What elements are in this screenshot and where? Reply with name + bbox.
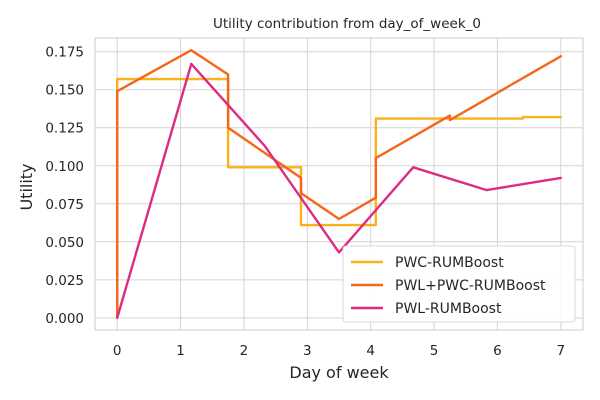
plot-frame — [94, 37, 584, 331]
x-tick-label: 4 — [366, 343, 375, 359]
chart-title: Utility contribution from day_of_week_0 — [213, 16, 481, 32]
series-line — [115, 49, 562, 319]
x-tick-label: 0 — [113, 343, 122, 359]
x-axis-label: Day of week — [289, 363, 389, 382]
x-tick-label: 3 — [303, 343, 312, 359]
y-axis-label: Utility — [17, 163, 36, 210]
legend-label: PWL-RUMBoost — [395, 301, 502, 317]
y-tick-label: 0.175 — [45, 45, 84, 61]
series-lines — [115, 49, 562, 319]
x-tick-label: 1 — [176, 343, 185, 359]
y-tick-label: 0.150 — [45, 83, 84, 99]
y-tick-labels: 0.000 0.025 0.050 0.075 0.100 0.125 0.150 0.175 — [45, 45, 84, 327]
y-tick-label: 0.000 — [45, 311, 84, 327]
x-tick-label: 7 — [557, 343, 566, 359]
legend-label: PWL+PWC-RUMBoost — [395, 278, 546, 294]
y-tick-label: 0.075 — [45, 197, 84, 213]
x-tick-label: 5 — [430, 343, 439, 359]
series-line — [115, 62, 562, 319]
x-tick-label: 6 — [493, 343, 502, 359]
series-line — [115, 77, 562, 319]
y-tick-label: 0.025 — [45, 273, 84, 289]
x-tick-label: 2 — [240, 343, 249, 359]
legend: PWC-RUMBoost PWL+PWC-RUMBoost PWL-RUMBoost — [342, 245, 576, 323]
legend-box — [342, 245, 576, 323]
y-tick-label: 0.050 — [45, 235, 84, 251]
x-tick-labels: 0 1 2 3 4 5 6 7 — [113, 343, 565, 359]
y-tick-label: 0.100 — [45, 159, 84, 175]
y-tick-label: 0.125 — [45, 121, 84, 137]
legend-label: PWC-RUMBoost — [395, 255, 504, 271]
